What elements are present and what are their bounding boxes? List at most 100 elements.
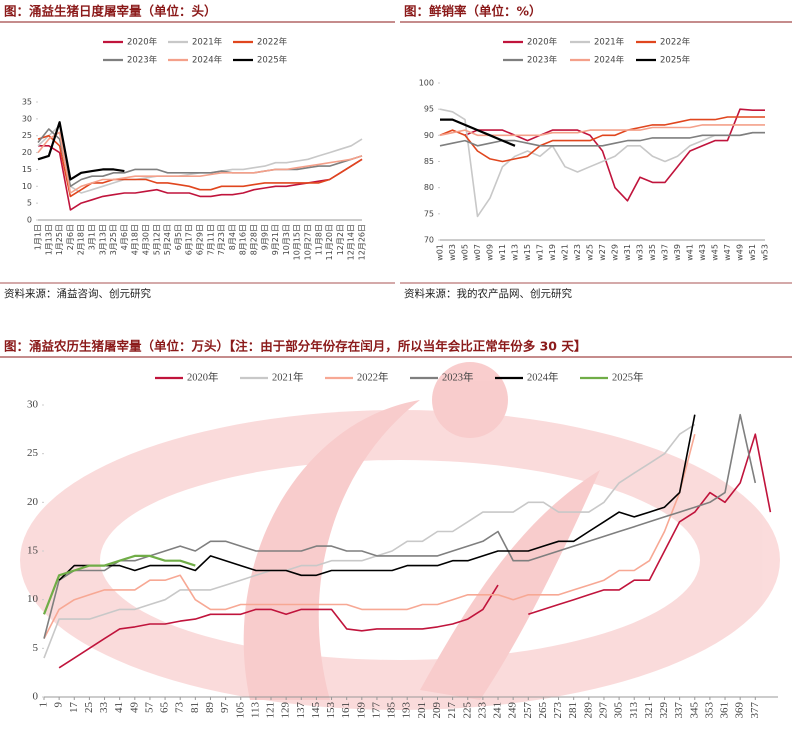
series-line <box>43 423 696 659</box>
x-tick-label: 4月18日 <box>131 224 140 255</box>
x-tick-label: 11月20日 <box>325 224 334 260</box>
x-tick-label: 121 <box>265 702 277 719</box>
x-tick-label: 105 <box>234 702 246 719</box>
y-tick-label: 35 <box>22 98 32 107</box>
x-tick-label: 257 <box>522 702 534 719</box>
x-tick-label: w11 <box>498 244 507 261</box>
x-tick-label: 329 <box>658 702 670 719</box>
x-tick-label: 113 <box>249 702 261 719</box>
y-tick-label: 10 <box>27 593 39 605</box>
legend-label: 2024年 <box>527 370 559 383</box>
x-tick-label: 1月13日 <box>44 224 53 255</box>
x-tick-label: 5月12日 <box>152 224 161 255</box>
x-tick-label: 313 <box>628 702 640 719</box>
x-tick-label: 10月27日 <box>304 224 313 260</box>
y-tick-label: 85 <box>424 157 434 166</box>
x-tick-label: 97 <box>219 702 231 714</box>
legend-label: 2022年 <box>357 370 389 383</box>
chart-title: 图：涌益生猪日度屠宰量（单位：头） <box>4 4 217 19</box>
x-tick-label: 33 <box>98 702 110 714</box>
x-tick-label: w07 <box>473 244 482 261</box>
x-tick-label: 297 <box>597 702 609 719</box>
legend-label: 2020年 <box>127 37 158 48</box>
legend-label: 2024年 <box>192 55 223 66</box>
x-tick-label: 1月25日 <box>55 224 64 255</box>
x-tick-label: 377 <box>749 702 761 719</box>
legend-label: 2021年 <box>594 37 625 48</box>
series-line <box>439 116 765 163</box>
x-tick-label: 153 <box>325 702 337 719</box>
x-tick-label: w19 <box>548 244 557 261</box>
y-tick-label: 30 <box>22 114 32 123</box>
legend-label: 2023年 <box>527 55 558 66</box>
x-tick-label: 17 <box>68 702 80 714</box>
x-tick-label: w29 <box>611 244 620 261</box>
chart-title: 图：涌益农历生猪屠宰量（单位：万头）【注：由于部分年份存在闰月，所以当年会比正常… <box>4 339 586 354</box>
x-tick-label: 10月15日 <box>293 224 302 260</box>
x-tick-label: 361 <box>719 702 731 719</box>
x-tick-label: 1 <box>38 702 50 708</box>
series-line <box>42 554 196 615</box>
watermark-shape <box>432 362 508 438</box>
x-tick-label: 337 <box>673 702 685 719</box>
legend-label: 2022年 <box>257 37 288 48</box>
series-line <box>43 413 757 639</box>
x-tick-label: w09 <box>486 244 495 261</box>
source: 资料来源：涌益咨询、创元研究 <box>4 287 151 300</box>
x-tick-label: 12月26日 <box>358 224 367 260</box>
x-tick-label: 12月14日 <box>347 224 356 260</box>
x-tick-label: 321 <box>643 702 655 719</box>
x-tick-label: 4月6日 <box>120 224 129 250</box>
x-tick-label: 265 <box>537 702 549 719</box>
x-tick-label: w43 <box>698 244 707 261</box>
y-tick-label: 25 <box>22 131 32 140</box>
chart-title: 图：鲜销率（单位：%） <box>404 4 542 19</box>
x-tick-label: w17 <box>536 244 545 261</box>
x-tick-label: w15 <box>523 244 532 261</box>
x-tick-label: 10月3日 <box>282 224 291 255</box>
x-tick-label: w33 <box>636 244 645 261</box>
x-tick-label: 225 <box>461 702 473 719</box>
x-tick-label: 177 <box>370 702 382 719</box>
x-tick-label: w53 <box>761 244 770 261</box>
x-tick-label: 281 <box>567 702 579 719</box>
series-line <box>37 128 363 188</box>
x-tick-label: w45 <box>711 244 720 261</box>
y-tick-label: 10 <box>22 182 32 191</box>
x-tick-label: 9月21日 <box>271 224 280 255</box>
x-tick-label: w51 <box>748 244 757 261</box>
x-tick-label: 145 <box>310 702 322 719</box>
x-tick-label: w37 <box>661 244 670 261</box>
x-tick-label: 353 <box>703 702 715 719</box>
legend-label: 2025年 <box>257 55 288 66</box>
x-tick-label: w13 <box>511 244 520 261</box>
series-line <box>439 131 765 147</box>
series-line <box>439 124 765 137</box>
series-line <box>43 433 696 639</box>
x-tick-label: w05 <box>461 244 470 261</box>
legend-label: 2023年 <box>442 370 474 383</box>
y-tick-label: 5 <box>27 199 32 208</box>
series-line <box>58 414 696 581</box>
y-tick-label: 30 <box>27 399 39 411</box>
x-tick-label: 201 <box>416 702 428 719</box>
x-tick-label: w41 <box>686 244 695 261</box>
legend-label: 2023年 <box>127 55 158 66</box>
y-tick-label: 15 <box>27 545 39 557</box>
x-tick-label: 81 <box>189 702 201 713</box>
x-tick-label: 8月16日 <box>239 224 248 255</box>
watermark-shape <box>420 470 600 700</box>
x-tick-label: 273 <box>552 702 564 719</box>
watermark-shape <box>100 460 700 660</box>
series-line <box>37 131 363 194</box>
x-tick-label: 289 <box>582 702 594 719</box>
legend-label: 2022年 <box>660 37 691 48</box>
x-tick-label: w01 <box>436 244 445 261</box>
x-tick-label: 169 <box>355 702 367 719</box>
x-tick-label: 209 <box>431 702 443 719</box>
y-tick-label: 95 <box>424 105 434 114</box>
y-tick-label: 80 <box>424 183 434 192</box>
x-tick-label: 345 <box>688 702 700 719</box>
series-line <box>58 433 772 669</box>
